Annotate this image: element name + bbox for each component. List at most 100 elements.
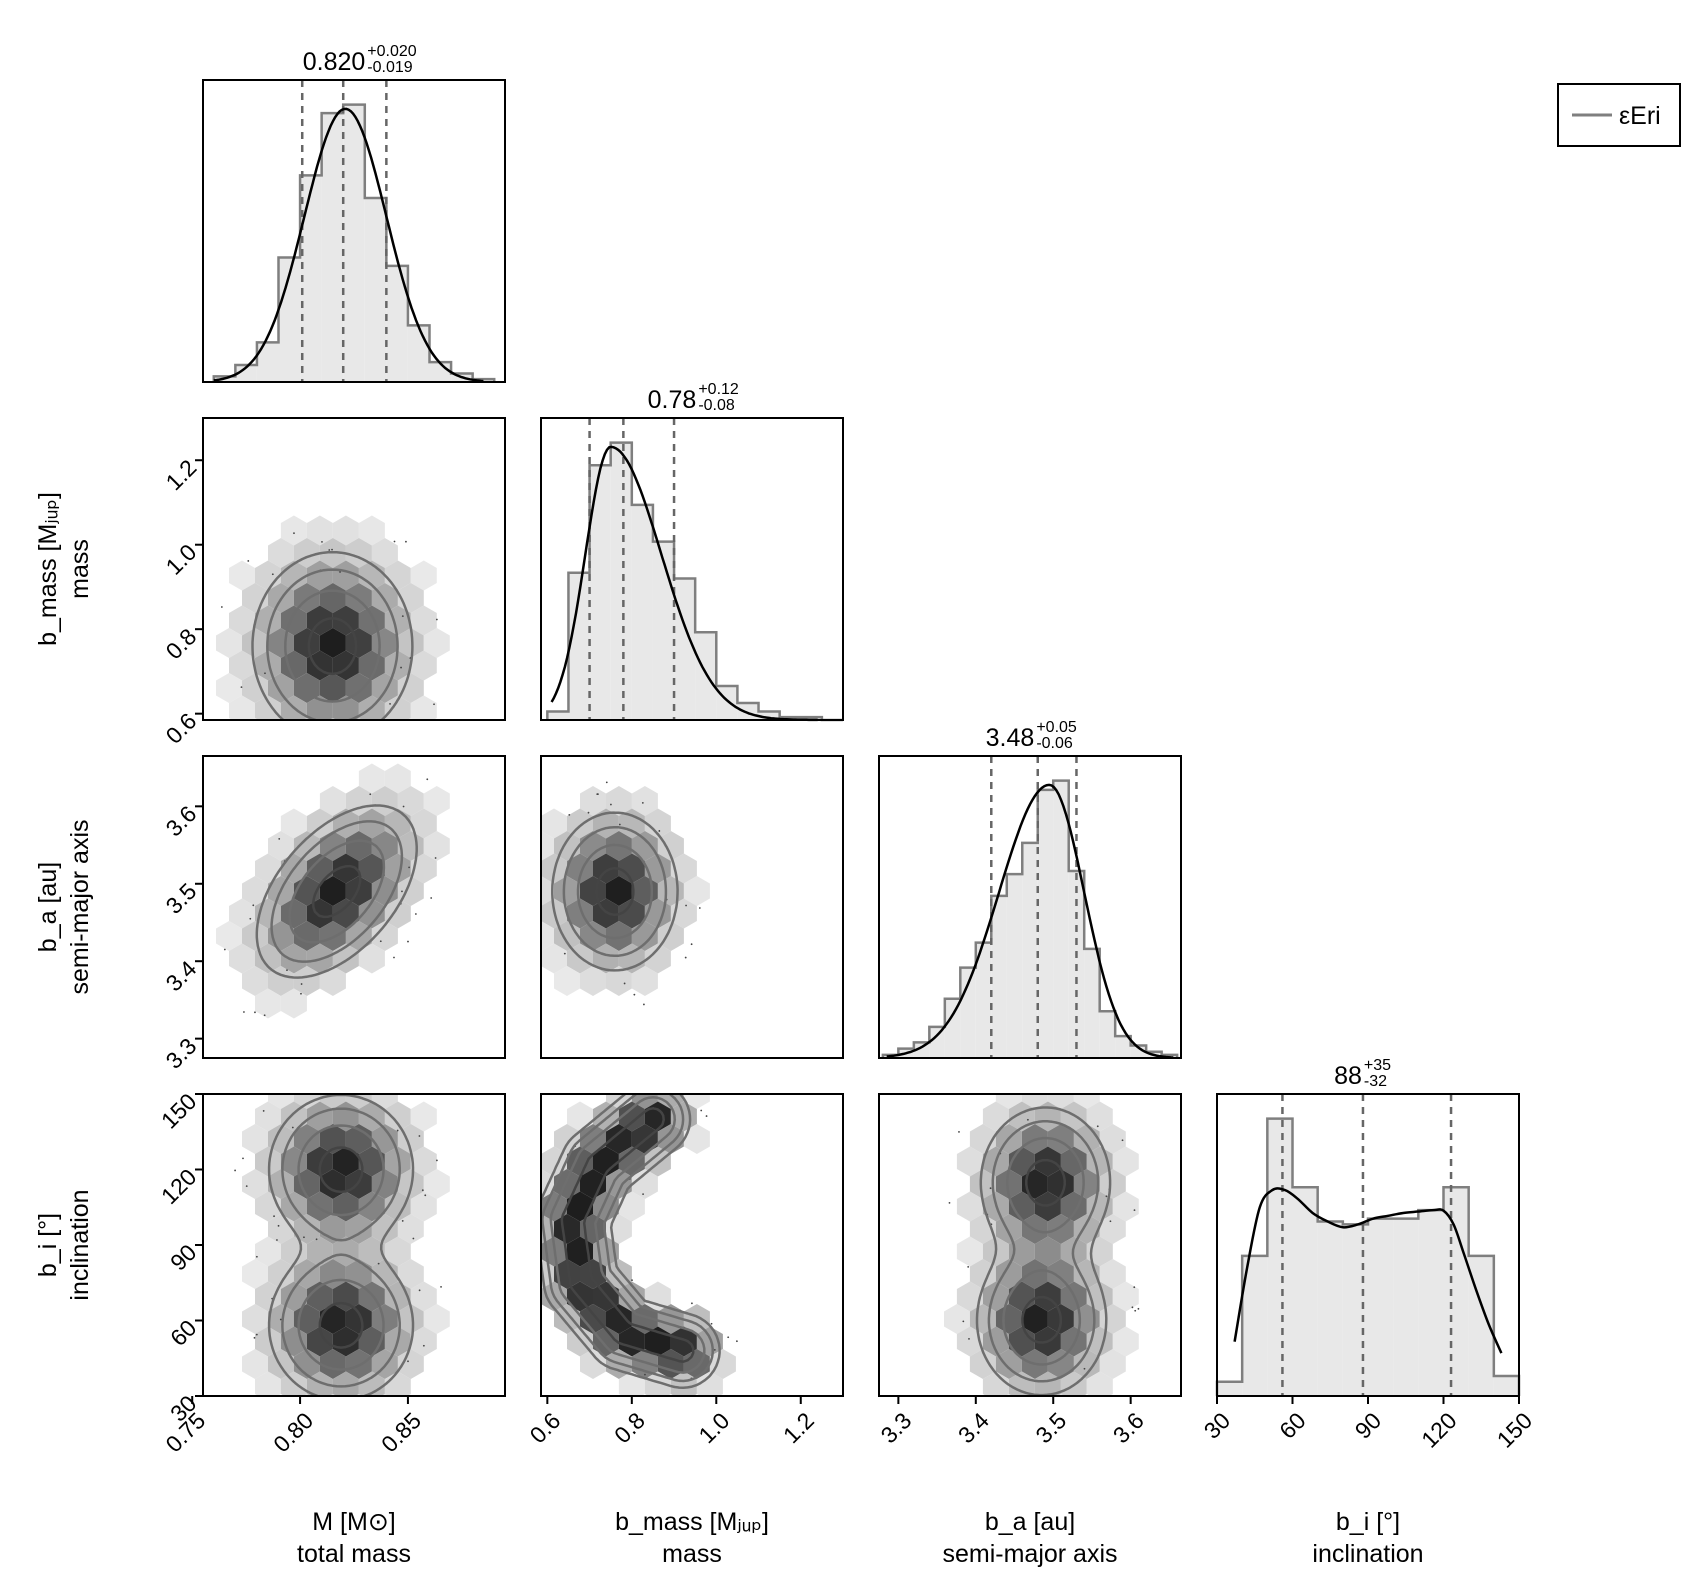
hexbin-cell: [554, 1304, 580, 1334]
hexbin-cell: [593, 943, 619, 974]
contour-level-2: [987, 1120, 1100, 1383]
hexbin-cell: [631, 1349, 658, 1379]
hexbin-cell: [216, 921, 242, 951]
sample-point: [243, 1011, 245, 1013]
hist-bar: [1368, 1218, 1394, 1396]
hexbin-cell: [229, 695, 255, 720]
hexbin-cell: [593, 1146, 619, 1177]
x-axis-subtitle: inclination: [1312, 1540, 1423, 1568]
panel-frame: [878, 1093, 1182, 1397]
contour-level-4: [318, 1146, 364, 1349]
hexbin-cell: [423, 1169, 450, 1199]
hist-bar: [1393, 1218, 1419, 1396]
hexbin-cell: [1008, 1236, 1035, 1267]
sample-point: [623, 982, 626, 985]
hexbin-cell: [332, 1326, 359, 1357]
hexbin-cell: [268, 966, 294, 996]
hexbin-cell: [216, 628, 242, 658]
contour-level-1: [975, 1106, 1112, 1396]
hexbin-cell: [381, 1394, 389, 1396]
contour-level-1: [255, 804, 418, 979]
pair-panel-content: [216, 515, 450, 720]
hexbin-cell: [332, 898, 359, 929]
sample-point: [255, 1333, 258, 1336]
hexbin-cell: [384, 763, 411, 794]
x-tick-label: 0.85: [376, 1407, 426, 1457]
hexbin-cell: [358, 605, 385, 636]
sample-point: [263, 1014, 266, 1017]
x-tick-label: 1.2: [778, 1407, 819, 1448]
hexbin-cell: [606, 921, 632, 951]
sample-point: [1026, 1118, 1029, 1121]
x-axis-title: b_i [°]: [1336, 1508, 1400, 1536]
hexbin-cell: [410, 650, 437, 681]
hexbin-cell: [355, 718, 363, 720]
hist-bar: [1130, 1045, 1147, 1058]
hist-bar: [631, 504, 653, 720]
hist-bar: [1037, 789, 1054, 1058]
sample-point: [727, 1336, 730, 1339]
hexbin-cell: [1112, 1326, 1139, 1357]
contour-level-1: [267, 1094, 415, 1396]
hexbin-cell: [255, 1146, 281, 1177]
hexbin-cell: [567, 1326, 593, 1357]
hexbin-cell: [280, 808, 307, 839]
sample-point: [286, 969, 288, 972]
hexbin-cell: [618, 808, 645, 839]
hexbin-cell: [358, 1236, 385, 1267]
hexbin-cell: [618, 1191, 645, 1222]
hexbin-cell: [657, 831, 684, 861]
pair-panel-content: [944, 1094, 1140, 1396]
sample-point: [1121, 1139, 1124, 1142]
stat-label-b_a: 3.48: [986, 724, 1035, 752]
hexbin-cell: [319, 876, 346, 906]
sample-point: [631, 1279, 633, 1282]
hexbin-cell: [332, 853, 359, 884]
hexbin-cell: [293, 1214, 320, 1244]
hexbin-cell: [306, 1281, 333, 1312]
hexbin-cell: [242, 1124, 268, 1154]
contour-level-4: [560, 1107, 695, 1363]
hexbin-cell: [255, 1281, 281, 1312]
hexbin-cell: [580, 1259, 606, 1289]
hexbin-cell: [541, 808, 567, 839]
hexbin-cell: [384, 1236, 411, 1267]
x-tick-label: 3.6: [1108, 1407, 1149, 1448]
kde-curve: [886, 783, 1174, 1059]
x-axis-title: b_mass [Mⱼᵤₚ]: [615, 1508, 769, 1536]
hexbin-cell: [242, 1259, 268, 1289]
hexbin-cell: [255, 1236, 281, 1267]
hist-bar: [256, 342, 279, 382]
hexbin-cell: [280, 898, 307, 929]
x-tick-label: 150: [1492, 1407, 1538, 1453]
sample-point: [642, 1193, 644, 1195]
sample-point: [291, 1126, 294, 1129]
y-axis-title: b_a [au]: [34, 862, 62, 952]
sample-point: [435, 618, 438, 621]
hist-bar: [610, 442, 632, 720]
hexbin-cell: [631, 966, 658, 996]
hexbin-cell: [1099, 1259, 1126, 1289]
hist-bar: [1022, 842, 1038, 1058]
hexbin-cell: [410, 1191, 437, 1222]
sample-point: [436, 1159, 438, 1162]
hist-bar: [737, 703, 759, 720]
pair-panel-content: [216, 763, 450, 1019]
hexbin-cell: [242, 966, 268, 996]
hist-bar: [1099, 1011, 1116, 1058]
hexbin-cell: [606, 1304, 632, 1334]
sample-point: [300, 983, 303, 985]
x-tick-label: 0.80: [268, 1407, 318, 1457]
hexbin-cell: [397, 876, 424, 906]
contour-level-2: [541, 1094, 714, 1383]
hexbin-cell: [709, 1349, 736, 1379]
hexbin-cell: [683, 876, 710, 906]
contour-level-3: [576, 843, 654, 940]
sample-point: [277, 1224, 280, 1227]
contour-level-1: [551, 811, 679, 972]
sample-point: [641, 802, 644, 804]
sample-point: [1133, 1286, 1136, 1289]
sample-point: [393, 540, 396, 543]
hexbin-cell: [306, 1326, 333, 1357]
hexbin-cell: [358, 943, 385, 974]
